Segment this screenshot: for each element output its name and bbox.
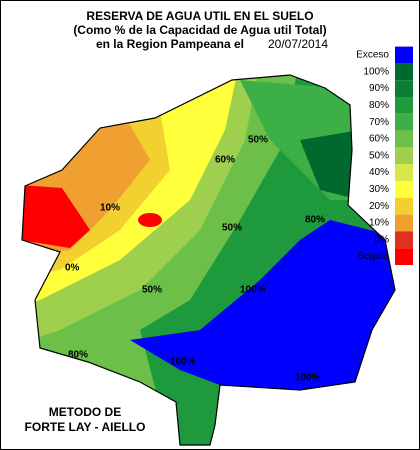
subtitle: (Como % de la Capacidad de Agua util Tot… <box>73 23 326 37</box>
legend-swatch <box>395 80 413 97</box>
zone-0-spot <box>138 213 162 227</box>
contour-label: 50% <box>142 285 162 296</box>
zone-exceso <box>130 220 395 390</box>
contour-label: 80% <box>68 350 88 361</box>
legend-label: 50% <box>369 150 389 161</box>
outline <box>21 74 396 446</box>
contour-label: 80% <box>305 215 325 226</box>
legend-swatch <box>395 147 413 165</box>
legend-swatch <box>395 113 413 131</box>
contour-label: 100% <box>240 285 266 296</box>
legend-swatch <box>395 248 413 265</box>
legend-swatch <box>395 197 413 215</box>
legend-label: 40% <box>369 167 389 178</box>
legend-label: Exceso <box>356 50 389 61</box>
region: en la Region Pampeana el <box>96 37 244 51</box>
footer-line: METODO DE <box>49 405 121 419</box>
legend-label: 30% <box>369 184 389 195</box>
legend-swatch <box>395 46 413 64</box>
legend-swatch <box>395 164 413 181</box>
contour-label: 50% <box>222 223 242 234</box>
legend-swatch <box>395 63 413 81</box>
contour-label: 100% <box>295 373 321 384</box>
legend-label: 10% <box>369 218 389 229</box>
zone-100 <box>300 130 360 200</box>
legend-label: 70% <box>369 117 389 128</box>
legend-swatch <box>395 231 413 249</box>
title: RESERVA DE AGUA UTIL EN EL SUELO <box>86 9 313 23</box>
legend-swatch <box>395 214 413 232</box>
contour-label: 0% <box>65 263 80 274</box>
legend-label: 0% <box>375 234 390 245</box>
contour-label: 50% <box>248 135 268 146</box>
legend-label: Sequía <box>357 251 389 262</box>
date: 20/07/2014 <box>268 37 328 51</box>
legend-swatch <box>395 97 413 114</box>
legend-label: 100% <box>363 66 389 77</box>
contour-label: 60% <box>215 155 235 166</box>
legend: Exceso 100% 90% 80% 70% 60% 50% 40% 30% 20% 10% 0% S… <box>356 46 413 265</box>
legend-label: 60% <box>369 134 389 145</box>
zone-0 <box>22 185 90 248</box>
legend-swatch <box>395 130 413 148</box>
footer-line: FORTE LAY - AIELLO <box>25 420 146 434</box>
legend-label: 90% <box>369 83 389 94</box>
legend-swatch <box>395 181 413 198</box>
legend-label: 80% <box>369 100 389 111</box>
legend-label: 20% <box>369 201 389 212</box>
contour-label: 100% <box>170 357 196 368</box>
contour-label: 10% <box>100 203 120 214</box>
